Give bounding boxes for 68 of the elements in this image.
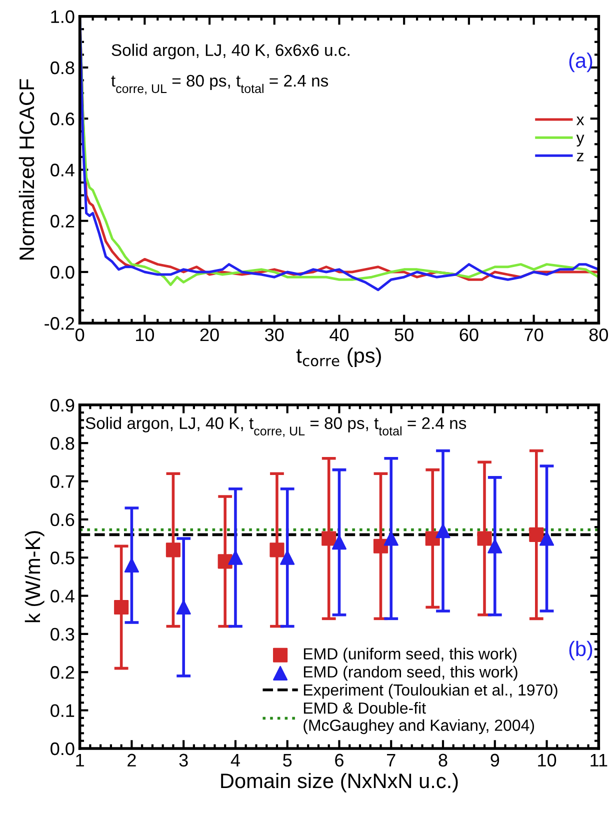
y-tick-label: 0.2 [50, 666, 74, 679]
point [373, 538, 388, 554]
point [539, 531, 554, 546]
point [114, 600, 129, 615]
x-axis-title: t$_{corre}$ (ps) [296, 348, 381, 367]
x-tick-label: 10 [538, 754, 556, 767]
x-tick-label: 11 [590, 754, 608, 766]
x-tick-label: 3 [179, 754, 188, 767]
point [436, 524, 450, 538]
legend-label: EMD & Double-fit (McGaughey and Kaviany, 2004) [304, 702, 534, 734]
x-tick-label: 80 [589, 328, 608, 342]
x-tick-label: 30 [265, 328, 284, 342]
x-tick-label: 20 [200, 328, 219, 342]
x-tick-label: 2 [128, 754, 136, 766]
x-tick-label: 7 [387, 754, 396, 766]
x-tick-label: 4 [230, 754, 240, 766]
y-tick-label: 0.5 [50, 552, 74, 564]
y-tick-label: 0.9 [50, 398, 74, 412]
y-tick-label: 0.0 [50, 742, 74, 756]
point [322, 531, 336, 546]
x-tick-label: 8 [438, 754, 448, 767]
point [270, 542, 284, 558]
x-tick-label: 40 [330, 328, 349, 342]
legend-label: EMD (uniform seed, this work) [304, 648, 516, 663]
legend-label: z [576, 152, 584, 162]
point [176, 600, 191, 615]
text: (b) [569, 640, 592, 660]
x-axis-title: Domain size (NxNxN u.c.) [221, 772, 458, 792]
x-tick-label: 6 [335, 754, 344, 767]
y-tick-label: 0.0 [50, 266, 74, 279]
y-tick-label: 0.3 [50, 628, 74, 641]
x-tick-label: 9 [490, 754, 500, 767]
y-tick-label: -0.2 [44, 317, 74, 330]
y-tick-label: 0.7 [50, 475, 74, 488]
y-tick-label: 0.2 [50, 214, 74, 228]
y-tick-label: 0.4 [50, 164, 74, 176]
point [477, 531, 492, 546]
annotation: Solid argon, LJ, 40 K, 6x6x6 u.c. [112, 44, 350, 60]
point [124, 558, 139, 573]
text: (a) [569, 52, 592, 72]
point [529, 527, 544, 542]
legend-label: x [576, 116, 584, 126]
y-tick-label: 0.4 [50, 590, 74, 602]
point [280, 550, 295, 565]
y-tick-label: 0.1 [50, 704, 74, 718]
x-tick-label: 60 [460, 328, 478, 342]
point [332, 535, 347, 550]
x-tick-label: 5 [283, 754, 292, 767]
legend-label: Experiment (Touloukian et al., 1970) [304, 684, 558, 699]
y-tick-label: 0.8 [50, 437, 74, 450]
y-tick-label: 0.6 [50, 112, 74, 126]
point [488, 538, 502, 554]
x-tick-label: 50 [394, 328, 414, 342]
y-axis-title: k (W/m-K) [24, 531, 44, 622]
legend-label: EMD (random seed, this work) [304, 666, 518, 681]
point [384, 531, 398, 546]
point [228, 550, 243, 565]
y-tick-label: 0.6 [50, 513, 74, 526]
x-tick-label: 70 [524, 328, 544, 342]
y-axis-title: Normalized HCACF [18, 79, 34, 260]
y-tick-label: 0.8 [50, 61, 74, 74]
point [425, 531, 440, 546]
point [166, 542, 180, 558]
x-tick-label: 10 [136, 328, 154, 342]
legend-label: y [576, 134, 584, 147]
y-tick-label: 1.0 [51, 10, 74, 24]
x-tick-label: 0 [76, 328, 84, 342]
x-tick-label: 1 [76, 754, 84, 766]
